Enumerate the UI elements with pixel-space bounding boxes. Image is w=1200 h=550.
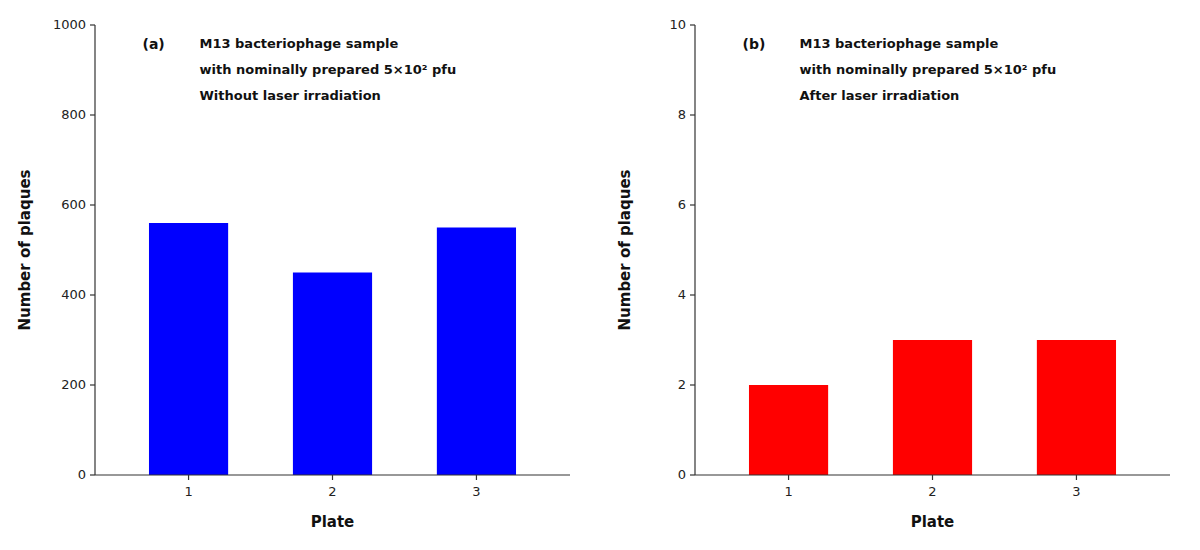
chart-root: 0 200 400 600 800 1000 1 2 3 Plate Number of plaqu… [0, 0, 1200, 550]
y-tick-label: 1000 [53, 17, 86, 32]
y-tick [690, 294, 695, 295]
y-axis-label: Number of plaques [16, 169, 34, 330]
y-tick [690, 24, 695, 25]
y-tick [690, 114, 695, 115]
y-tick-label: 0 [78, 467, 86, 482]
bar [293, 273, 372, 476]
bar [437, 228, 516, 476]
panel: 0246810123PlateNumber of plaques(b)M13 b… [616, 17, 1170, 532]
y-axis-line [694, 25, 695, 475]
chart-svg: 0 200 400 600 800 1000 1 2 3 Plate Number of plaqu… [0, 0, 1200, 550]
bar [1037, 340, 1116, 475]
bars [749, 340, 1116, 475]
x-tick [932, 475, 933, 480]
y-tick [90, 24, 95, 25]
y-tick-label: 10 [669, 17, 686, 32]
x-tick [476, 475, 477, 480]
bar [893, 340, 972, 475]
x-tick [332, 475, 333, 480]
annotation: with nominally prepared 5×10² pfu [200, 62, 457, 77]
annotation: After laser irradiation [800, 88, 960, 103]
y-tick [90, 204, 95, 205]
y-tick-label: 200 [61, 377, 86, 392]
y-axis-line [94, 25, 95, 475]
y-tick-label: 6 [678, 197, 686, 212]
page: {"chart_data": [ {"type": "bar", "annota… [0, 0, 1200, 550]
panel-label: (a) [143, 36, 165, 52]
panel-label: (b) [743, 36, 766, 52]
x-tick [788, 475, 789, 480]
y-tick [90, 114, 95, 115]
y-tick-label: 2 [678, 377, 686, 392]
x-tick-label: 3 [1072, 484, 1080, 499]
annotation: with nominally prepared 5×10² pfu [800, 62, 1057, 77]
y-tick [690, 474, 695, 475]
x-axis-label: Plate [311, 513, 355, 531]
x-tick-label: 1 [784, 484, 792, 499]
panel: 0 200 400 600 800 1000 1 2 3 Plate Number of plaqu… [16, 17, 570, 532]
y-tick-label: 400 [61, 287, 86, 302]
bars [149, 223, 516, 475]
y-tick [690, 204, 695, 205]
x-tick-label: 3 [472, 484, 480, 499]
x-axis-label: Plate [911, 513, 955, 531]
x-tick-label: 1 [184, 484, 192, 499]
y-tick [690, 384, 695, 385]
y-tick-label: 600 [61, 197, 86, 212]
y-tick-label: 4 [678, 287, 686, 302]
bar [749, 385, 828, 475]
x-tick [188, 475, 189, 480]
y-axis-label: Number of plaques [616, 169, 634, 330]
annotation: M13 bacteriophage sample [200, 36, 399, 51]
bar [149, 223, 228, 475]
y-tick-label: 800 [61, 107, 86, 122]
annotation: Without laser irradiation [200, 88, 381, 103]
y-tick-label: 8 [678, 107, 686, 122]
y-tick-label: 0 [678, 467, 686, 482]
y-tick [90, 474, 95, 475]
x-tick-label: 2 [328, 484, 336, 499]
y-tick [90, 294, 95, 295]
x-tick [1076, 475, 1077, 480]
x-tick-label: 2 [928, 484, 936, 499]
y-tick [90, 384, 95, 385]
annotation: M13 bacteriophage sample [800, 36, 999, 51]
